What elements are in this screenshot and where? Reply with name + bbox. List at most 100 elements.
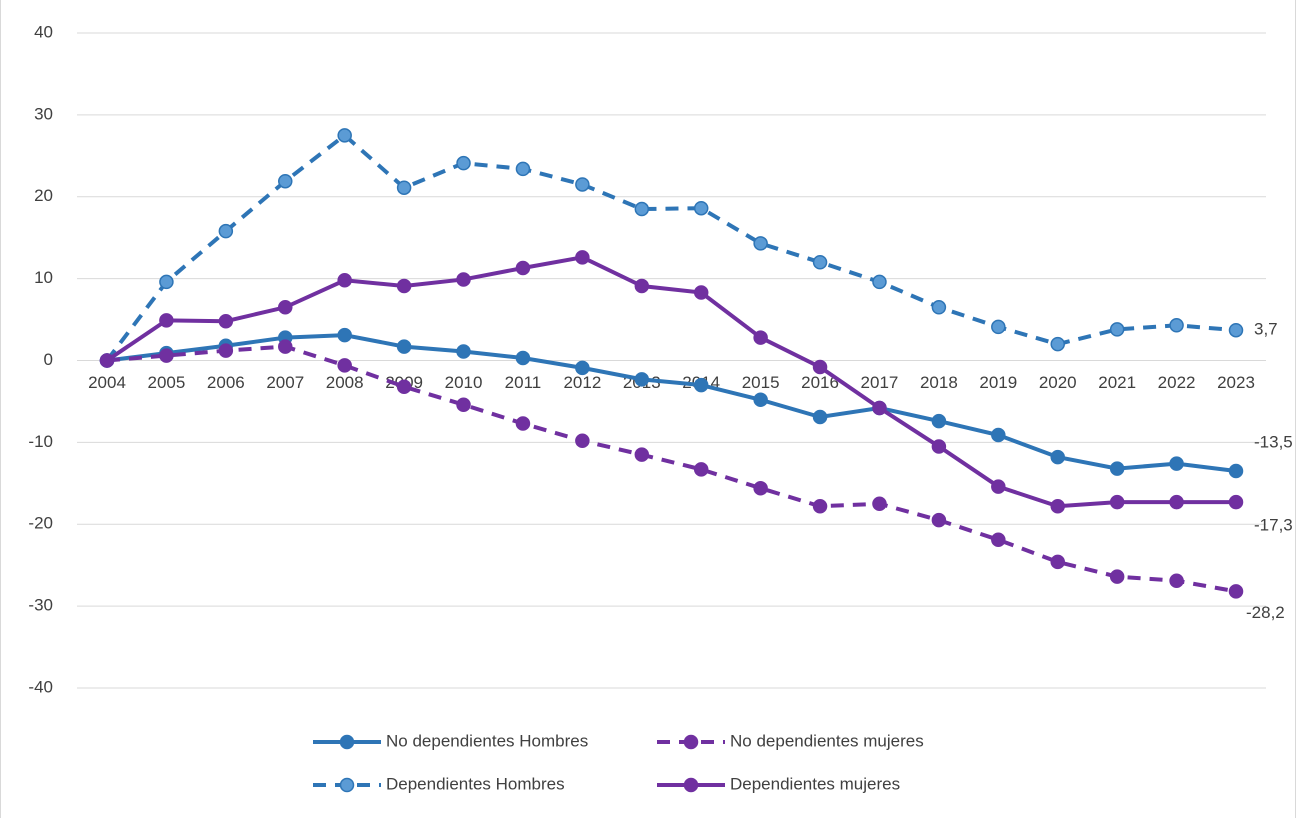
x-tick-label: 2016	[801, 373, 839, 392]
y-tick-label: 10	[34, 268, 53, 287]
point	[278, 173, 293, 189]
point	[1050, 554, 1065, 570]
point	[575, 250, 590, 265]
point	[159, 313, 174, 328]
point	[872, 496, 887, 512]
point	[515, 416, 531, 431]
point	[1228, 494, 1244, 510]
point	[931, 413, 947, 429]
data-label: -28,2	[1246, 603, 1285, 622]
y-tick-label: -40	[28, 677, 53, 696]
point	[218, 343, 234, 358]
x-tick-label: 2021	[1098, 373, 1136, 392]
point	[634, 278, 650, 294]
point	[396, 180, 412, 195]
legend-label: Dependientes mujeres	[730, 774, 900, 793]
point	[931, 439, 947, 454]
point	[991, 319, 1006, 335]
series-line	[105, 255, 1236, 509]
x-tick-label: 2019	[979, 373, 1017, 392]
legend-marker	[683, 777, 699, 793]
data-label: 3,7	[1254, 320, 1278, 339]
point	[991, 532, 1006, 548]
point	[278, 339, 293, 354]
point	[991, 427, 1006, 443]
point	[337, 327, 352, 343]
legend-label: No dependientes mujeres	[730, 731, 924, 750]
x-tick-label: 2012	[563, 373, 601, 392]
series-line	[106, 333, 1237, 474]
point	[1050, 336, 1065, 352]
x-tick-label: 2006	[207, 373, 245, 392]
point	[1109, 322, 1125, 337]
point	[575, 177, 590, 192]
point	[931, 300, 947, 315]
point	[634, 447, 650, 462]
point	[812, 359, 828, 375]
point	[337, 273, 352, 288]
point	[159, 348, 174, 363]
point	[1228, 322, 1244, 338]
point	[693, 200, 709, 216]
point	[575, 360, 590, 376]
point	[1228, 463, 1244, 479]
x-tick-label: 2007	[266, 373, 304, 392]
point	[1169, 494, 1184, 510]
y-tick-label: -30	[28, 596, 53, 615]
point	[693, 462, 709, 477]
x-tick-label: 2005	[148, 373, 186, 392]
point	[1109, 494, 1125, 510]
point	[218, 223, 234, 239]
point	[515, 350, 531, 366]
x-tick-label: 2008	[326, 373, 364, 392]
point	[456, 397, 471, 412]
point	[1109, 461, 1125, 476]
x-tick-label: 2020	[1039, 373, 1077, 392]
legend-marker	[683, 734, 699, 750]
point	[1050, 449, 1065, 465]
data-label: -13,5	[1254, 433, 1293, 452]
point	[1169, 456, 1184, 471]
legend-marker	[339, 734, 355, 750]
point	[812, 409, 828, 425]
point	[753, 480, 768, 496]
x-tick-label: 2010	[445, 373, 483, 392]
point	[931, 512, 947, 528]
y-tick-label: 0	[44, 350, 53, 369]
point	[1169, 318, 1184, 333]
point	[515, 161, 531, 177]
point	[396, 379, 412, 394]
point	[753, 330, 768, 345]
point	[159, 274, 174, 290]
point	[753, 236, 768, 251]
point	[575, 433, 590, 448]
legend-label: No dependientes Hombres	[386, 731, 588, 750]
x-tick-label: 2004	[88, 373, 126, 392]
legend-marker	[339, 777, 355, 793]
point	[693, 285, 709, 300]
series-line	[106, 344, 1237, 594]
x-tick-label: 2018	[920, 373, 958, 392]
point	[1109, 569, 1125, 584]
point	[456, 272, 471, 287]
point	[456, 344, 471, 359]
series-line	[105, 132, 1237, 362]
x-tick-label: 2017	[861, 373, 899, 392]
point	[872, 400, 887, 416]
point	[634, 201, 650, 217]
point	[396, 339, 412, 354]
point	[1050, 498, 1065, 514]
point	[693, 377, 709, 393]
point	[337, 128, 352, 143]
point	[99, 353, 115, 368]
point	[1228, 584, 1244, 599]
y-tick-label: 40	[34, 22, 53, 41]
y-tick-label: 30	[34, 104, 53, 123]
y-tick-label: 20	[34, 186, 53, 205]
point	[991, 479, 1006, 494]
point	[456, 155, 471, 171]
y-tick-label: -20	[28, 514, 53, 533]
point	[337, 358, 352, 373]
